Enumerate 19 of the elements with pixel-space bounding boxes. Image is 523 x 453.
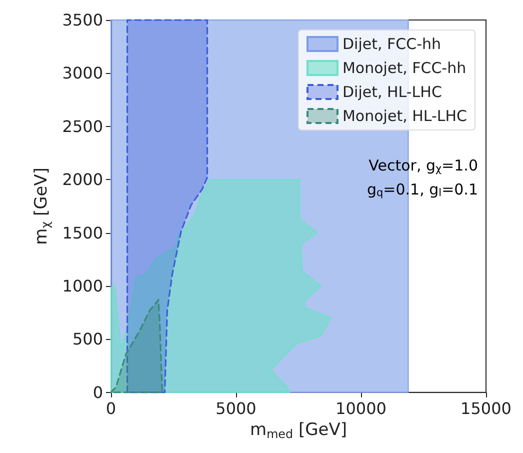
x-tick-label: 15000 xyxy=(460,398,512,418)
x-tick-label: 0 xyxy=(106,398,116,418)
legend-label: Dijet, FCC-hh xyxy=(342,35,442,53)
annotation: gq=0.1, gl=0.1 xyxy=(366,180,478,199)
y-tick-label: 500 xyxy=(72,330,103,349)
annotation: Vector, gχ=1.0 xyxy=(368,156,478,175)
y-axis-title: mχ [GeV] xyxy=(32,167,52,245)
x-tick-label: 5000 xyxy=(216,398,256,418)
y-tick-label: 0 xyxy=(92,382,103,402)
y-tick-label: 1000 xyxy=(62,276,103,296)
y-tick-label: 1500 xyxy=(62,223,103,242)
y-tick-label: 3000 xyxy=(62,64,103,83)
y-tick-label: 3500 xyxy=(62,10,103,30)
y-tick-label: 2000 xyxy=(62,170,103,190)
x-tick-label: 10000 xyxy=(336,398,386,418)
legend-label: Monojet, HL-LHC xyxy=(342,107,468,125)
y-tick-label: 2500 xyxy=(62,116,103,136)
legend-label: Monojet, FCC-hh xyxy=(342,59,466,77)
legend-label: Dijet, HL-LHC xyxy=(342,83,442,101)
